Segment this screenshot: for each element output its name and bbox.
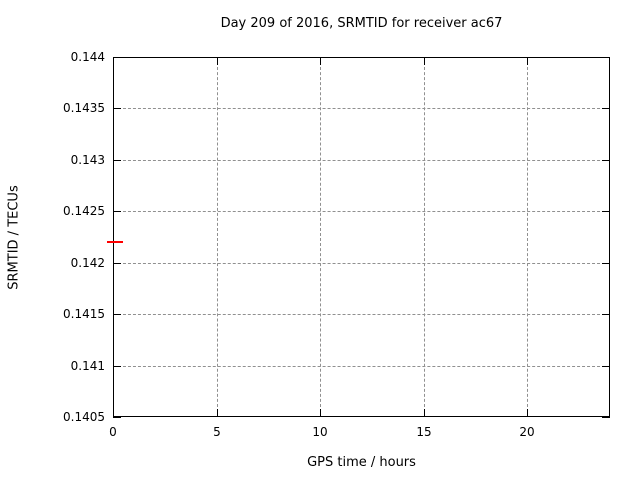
x-tick-mark-bottom bbox=[424, 409, 425, 417]
y-tick-mark-right bbox=[602, 160, 610, 161]
x-tick-label: 15 bbox=[416, 425, 432, 439]
y-tick-mark-right bbox=[602, 211, 610, 212]
x-tick-mark-top bbox=[113, 57, 114, 65]
x-tick-mark-top bbox=[320, 57, 321, 65]
y-tick-mark-right bbox=[602, 108, 610, 109]
x-tick-label: 10 bbox=[312, 425, 328, 439]
x-tick-label: 20 bbox=[519, 425, 535, 439]
y-tick-mark-left bbox=[113, 314, 121, 315]
x-tick-mark-bottom bbox=[527, 409, 528, 417]
y-tick-label: 0.144 bbox=[70, 50, 105, 64]
y-tick-label: 0.141 bbox=[70, 359, 105, 373]
y-tick-mark-left bbox=[113, 366, 121, 367]
y-gridline bbox=[113, 211, 610, 212]
y-tick-mark-right bbox=[602, 314, 610, 315]
y-tick-mark-left bbox=[113, 160, 121, 161]
y-tick-mark-right bbox=[602, 263, 610, 264]
y-tick-label: 0.1415 bbox=[63, 307, 105, 321]
x-tick-label: 0 bbox=[109, 425, 117, 439]
chart-title: Day 209 of 2016, SRMTID for receiver ac6… bbox=[220, 16, 503, 31]
x-tick-mark-bottom bbox=[217, 409, 218, 417]
y-tick-label: 0.1405 bbox=[63, 410, 105, 424]
x-tick-mark-top bbox=[217, 57, 218, 65]
y-tick-mark-left bbox=[113, 57, 121, 58]
y-gridline bbox=[113, 263, 610, 264]
x-gridline bbox=[527, 57, 528, 417]
y-tick-label: 0.1425 bbox=[63, 204, 105, 218]
y-tick-mark-left bbox=[113, 108, 121, 109]
plot-area bbox=[113, 57, 610, 417]
x-gridline bbox=[217, 57, 218, 417]
y-gridline bbox=[113, 108, 610, 109]
data-point-srmtid bbox=[107, 241, 123, 243]
x-gridline bbox=[320, 57, 321, 417]
y-tick-label: 0.1435 bbox=[63, 101, 105, 115]
y-tick-mark-right bbox=[602, 366, 610, 367]
y-gridline bbox=[113, 366, 610, 367]
y-tick-mark-left bbox=[113, 417, 121, 418]
x-tick-mark-top bbox=[424, 57, 425, 65]
y-tick-mark-right bbox=[602, 417, 610, 418]
x-tick-mark-bottom bbox=[113, 409, 114, 417]
x-tick-label: 5 bbox=[213, 425, 221, 439]
x-tick-mark-bottom bbox=[320, 409, 321, 417]
y-tick-mark-left bbox=[113, 263, 121, 264]
x-gridline bbox=[424, 57, 425, 417]
y-tick-label: 0.143 bbox=[70, 153, 105, 167]
y-tick-mark-right bbox=[602, 57, 610, 58]
x-axis-label: GPS time / hours bbox=[307, 455, 416, 470]
y-tick-mark-left bbox=[113, 211, 121, 212]
y-gridline bbox=[113, 160, 610, 161]
y-tick-label: 0.142 bbox=[70, 256, 105, 270]
y-gridline bbox=[113, 314, 610, 315]
x-tick-mark-top bbox=[527, 57, 528, 65]
